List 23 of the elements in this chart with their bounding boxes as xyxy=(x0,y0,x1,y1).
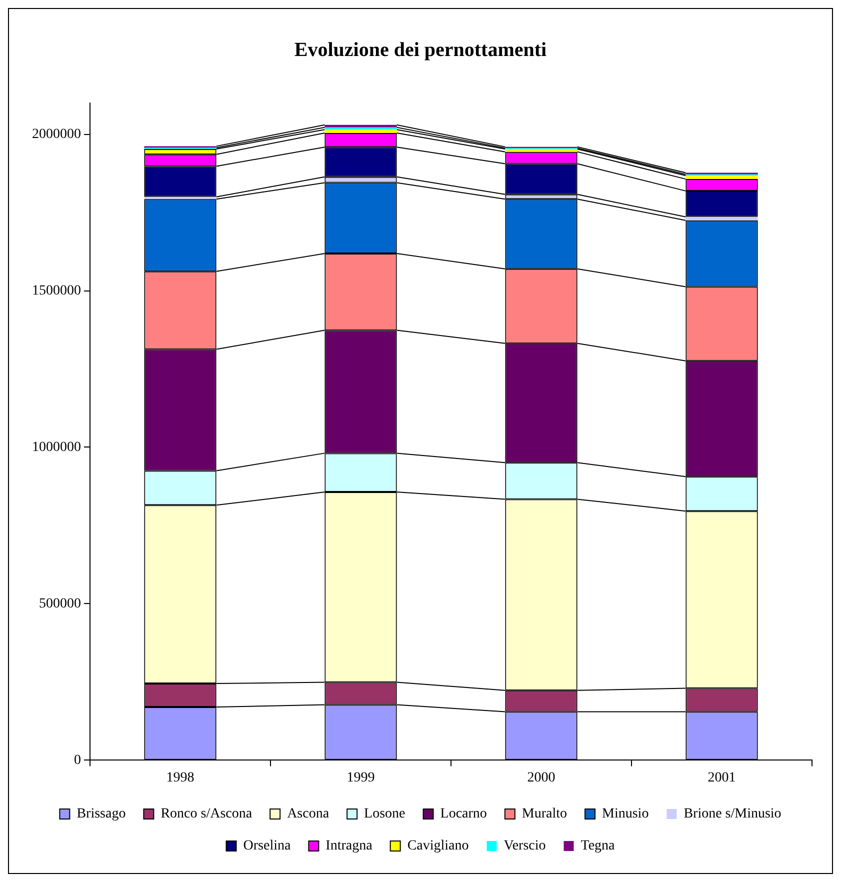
x-tick-label: 1999 xyxy=(346,770,375,786)
legend-label: Muralto xyxy=(522,806,568,822)
legend-label: Locarno xyxy=(440,806,487,822)
chart-title: Evoluzione dei pernottamenti xyxy=(294,39,548,62)
x-tick-label: 1998 xyxy=(166,770,194,786)
legend-label: Tegna xyxy=(580,838,616,854)
legend-label: Intragna xyxy=(326,838,374,854)
x-tick-label: 2000 xyxy=(527,770,556,786)
y-tick-label: 1000000 xyxy=(32,440,81,455)
legend-label: Orselina xyxy=(243,838,292,854)
legend-label: Brissago xyxy=(76,806,126,822)
y-tick-label: 0 xyxy=(74,752,81,768)
legend-label: Minusio xyxy=(602,806,649,822)
legend-label: Brione s/Minusio xyxy=(684,806,782,822)
legend-label: Cavigliano xyxy=(407,838,469,854)
legend-label: Ronco s/Ascona xyxy=(160,806,253,822)
y-tick-label: 2000000 xyxy=(32,126,81,142)
y-tick-label: 1500000 xyxy=(32,283,81,298)
x-tick-label: 2001 xyxy=(708,770,736,786)
y-tick-label: 500000 xyxy=(39,596,81,612)
legend-label: Ascona xyxy=(287,806,330,822)
legend-label: Verscio xyxy=(504,838,546,854)
legend-label: Losone xyxy=(364,806,406,822)
